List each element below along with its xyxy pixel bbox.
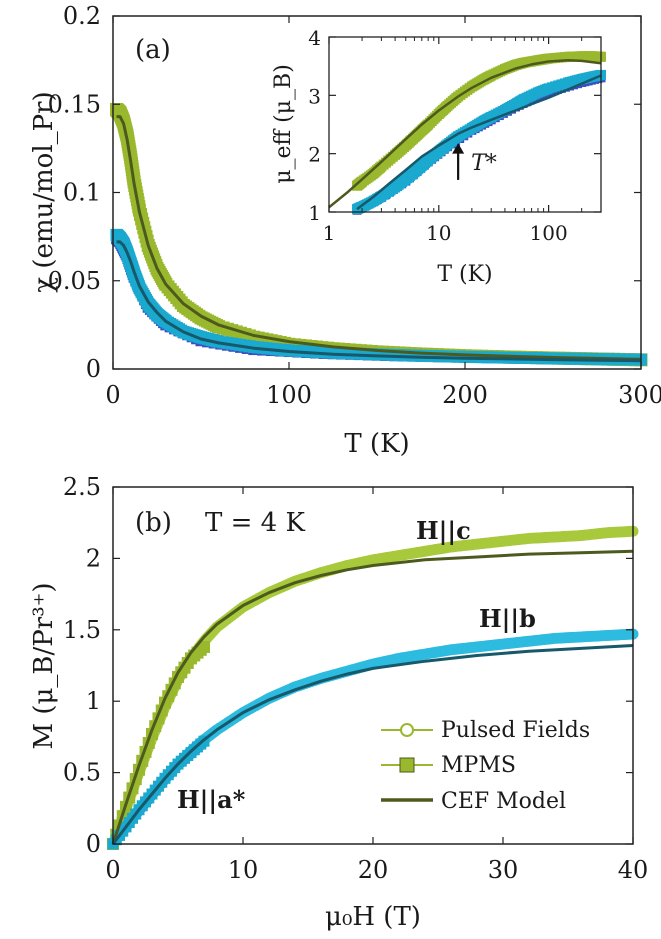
x-tick-label: 10 bbox=[426, 221, 451, 245]
inset-cef-line-b bbox=[356, 74, 602, 211]
y-tick-label: 0 bbox=[86, 830, 101, 858]
inset-ticks: 1 10 100 1 2 3 4 bbox=[308, 26, 602, 245]
x-tick-label: 100 bbox=[266, 381, 312, 409]
panel-b: 0 10 20 30 40 0 0.5 1 1.5 2 2.5 (b) T = 4 K H||c H… bbox=[29, 473, 648, 932]
x-tick-label: 40 bbox=[618, 856, 649, 884]
panel-b-legend: Pulsed Fields MPMS CEF Model bbox=[381, 718, 590, 814]
panel-b-data bbox=[107, 525, 639, 850]
y-tick-label: 2 bbox=[308, 143, 321, 167]
panel-a-inset: 1 10 100 1 2 3 4 T (K) μ_eff (μ_B) T* bbox=[271, 26, 606, 287]
y-tick-label: 1.5 bbox=[63, 616, 101, 644]
panel-a-label: (a) bbox=[135, 35, 171, 65]
inset-frame bbox=[328, 36, 602, 213]
legend-label-cef: CEF Model bbox=[441, 789, 566, 814]
y-tick-label: 0 bbox=[86, 355, 101, 383]
y-tick-label: 2 bbox=[86, 544, 101, 572]
panel-a-ticks: 0 100 200 300 0 0.05 0.1 0.15 0.2 bbox=[48, 2, 661, 409]
x-tick-label: 100 bbox=[530, 221, 568, 245]
mpms-hc-marker bbox=[198, 640, 210, 653]
x-tick-label: 300 bbox=[618, 381, 661, 409]
series-label-hb: H||b bbox=[479, 604, 536, 633]
x-tick-label: 0 bbox=[105, 381, 120, 409]
cef-line-b bbox=[116, 240, 642, 363]
x-tick-label: 10 bbox=[228, 856, 259, 884]
panel-a-y-axis-label: χ (emu/mol_Pr) bbox=[29, 91, 59, 292]
panel-a: 0 100 200 300 0 0.05 0.1 0.15 0.2 (a) T (K) χ (e… bbox=[29, 2, 661, 459]
y-tick-label: 0.05 bbox=[48, 267, 101, 295]
legend-label-mpms: MPMS bbox=[441, 753, 516, 778]
cef-line-c bbox=[116, 115, 642, 361]
y-tick-label: 1 bbox=[308, 201, 321, 225]
panel-b-title: T = 4 K bbox=[205, 508, 305, 538]
x-tick-label: 30 bbox=[488, 856, 519, 884]
panel-b-x-axis-label: μ₀H (T) bbox=[325, 902, 421, 932]
y-tick-label: 2.5 bbox=[63, 473, 101, 501]
x-tick-label: 20 bbox=[358, 856, 389, 884]
cef-line-c bbox=[111, 549, 634, 845]
y-tick-label: 0.5 bbox=[63, 759, 101, 787]
legend-label-pulsed: Pulsed Fields bbox=[441, 718, 590, 743]
x-tick-label: 200 bbox=[442, 381, 488, 409]
y-tick-label: 4 bbox=[308, 26, 321, 50]
legend-marker-pulsed bbox=[400, 723, 414, 737]
panel-b-label: (b) bbox=[135, 508, 172, 538]
panel-b-ticks: 0 10 20 30 40 0 0.5 1 1.5 2 2.5 bbox=[63, 473, 648, 884]
inset-data bbox=[328, 51, 606, 215]
series-label-hc: H||c bbox=[416, 516, 471, 545]
inset-x-axis-label: T (K) bbox=[437, 262, 492, 287]
y-tick-label: 0.1 bbox=[63, 179, 101, 207]
panel-a-data bbox=[110, 103, 648, 367]
y-tick-label: 3 bbox=[308, 84, 321, 108]
cef-line-b bbox=[111, 644, 634, 845]
series-label-ha: H||a* bbox=[177, 785, 246, 814]
legend-marker-mpms bbox=[399, 757, 415, 773]
y-tick-label: 1 bbox=[86, 687, 101, 715]
arrow-head bbox=[452, 143, 465, 154]
y-tick-label: 0.15 bbox=[48, 90, 101, 118]
panel-a-x-axis-label: T (K) bbox=[344, 429, 409, 459]
inset-cef-line-c bbox=[328, 59, 602, 209]
x-tick-label: 0 bbox=[105, 856, 120, 884]
y-tick-label: 0.2 bbox=[63, 2, 101, 30]
inset-y-axis-label: μ_eff (μ_B) bbox=[271, 64, 296, 184]
panel-b-y-axis-label: M (μ_B/Pr³⁺) bbox=[29, 582, 59, 749]
x-tick-label: 1 bbox=[323, 221, 336, 245]
t-star-arrow-icon bbox=[452, 143, 465, 180]
t-star-annotation: T* bbox=[471, 151, 497, 176]
